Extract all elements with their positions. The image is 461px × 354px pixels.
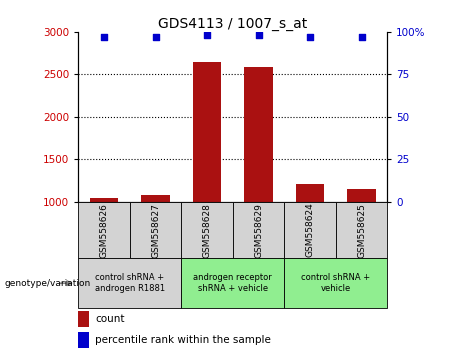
- Bar: [233, 202, 284, 258]
- Text: control shRNA +
vehicle: control shRNA + vehicle: [301, 273, 370, 293]
- Text: count: count: [95, 314, 125, 324]
- Text: GSM558624: GSM558624: [306, 203, 314, 257]
- Text: GSM558625: GSM558625: [357, 202, 366, 258]
- Text: percentile rank within the sample: percentile rank within the sample: [95, 335, 271, 345]
- Text: GSM558628: GSM558628: [202, 202, 212, 258]
- Text: androgen receptor
shRNA + vehicle: androgen receptor shRNA + vehicle: [194, 273, 272, 293]
- Point: [358, 34, 365, 40]
- Point: [100, 34, 108, 40]
- Text: GSM558626: GSM558626: [100, 202, 109, 258]
- Point: [152, 34, 160, 40]
- Bar: [130, 202, 181, 258]
- Bar: [78, 332, 89, 348]
- Bar: [284, 258, 387, 308]
- Point: [255, 33, 262, 38]
- Point: [306, 34, 313, 40]
- Bar: [336, 202, 387, 258]
- Bar: [347, 189, 376, 202]
- Point: [203, 33, 211, 38]
- Bar: [181, 258, 284, 308]
- Text: GSM558629: GSM558629: [254, 202, 263, 258]
- Bar: [142, 195, 170, 202]
- Bar: [78, 311, 89, 327]
- Bar: [78, 258, 181, 308]
- Bar: [90, 198, 118, 202]
- Bar: [193, 62, 221, 202]
- Text: GSM558627: GSM558627: [151, 202, 160, 258]
- Bar: [181, 202, 233, 258]
- Title: GDS4113 / 1007_s_at: GDS4113 / 1007_s_at: [158, 17, 307, 31]
- Bar: [244, 67, 273, 202]
- Text: genotype/variation: genotype/variation: [5, 279, 91, 288]
- Bar: [284, 202, 336, 258]
- Bar: [296, 184, 324, 202]
- Text: control shRNA +
androgen R1881: control shRNA + androgen R1881: [95, 273, 165, 293]
- Bar: [78, 202, 130, 258]
